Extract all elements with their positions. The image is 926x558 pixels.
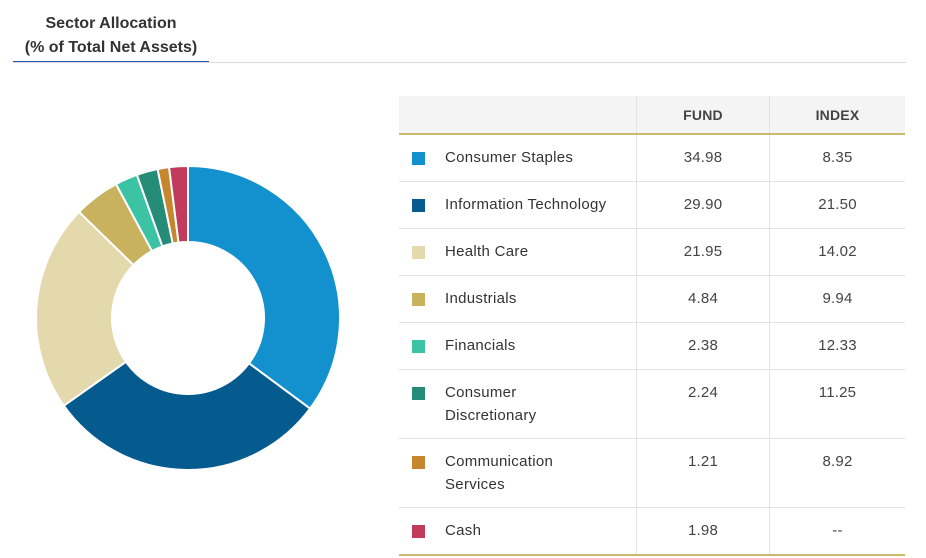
table-row: Industrials 4.84 9.94 bbox=[399, 276, 905, 323]
index-value: 8.35 bbox=[822, 149, 853, 166]
table-row: Consumer Staples 34.98 8.35 bbox=[399, 135, 905, 182]
fund-value: 1.21 bbox=[637, 439, 770, 507]
sector-label: Information Technology bbox=[445, 196, 607, 213]
sector-cell: Information Technology bbox=[399, 182, 637, 228]
table-header: FUND INDEX bbox=[399, 96, 905, 135]
sector-cell: Consumer Staples bbox=[399, 135, 637, 181]
sector-allocation-table: FUND INDEX Consumer Staples 34.98 8.35 Info… bbox=[399, 96, 905, 556]
sector-cell: Financials bbox=[399, 323, 637, 369]
sector-cell: Health Care bbox=[399, 229, 637, 275]
legend-swatch bbox=[412, 199, 425, 212]
sector-cell: Consumer Discretionary bbox=[399, 370, 637, 438]
table-row: Financials 2.38 12.33 bbox=[399, 323, 905, 370]
index-value: 14.02 bbox=[818, 243, 857, 260]
sector-label: Health Care bbox=[445, 243, 529, 260]
chart-title: Sector Allocation (% of Total Net Assets… bbox=[13, 12, 209, 63]
donut-slice-health-care bbox=[35, 210, 135, 408]
fund-value: 4.84 bbox=[637, 276, 770, 322]
sector-cell: Industrials bbox=[399, 276, 637, 322]
table-row: Communication Services 1.21 8.92 bbox=[399, 439, 905, 508]
sector-label: Industrials bbox=[445, 290, 517, 307]
sector-label: Cash bbox=[445, 522, 482, 539]
table-row: Information Technology 29.90 21.50 bbox=[399, 182, 905, 229]
legend-swatch bbox=[412, 525, 425, 538]
index-value: -- bbox=[832, 522, 843, 539]
sector-label: Consumer Discretionary bbox=[445, 384, 537, 424]
index-column-header: INDEX bbox=[815, 106, 860, 123]
sector-label: Communication Services bbox=[445, 453, 554, 493]
fund-column-header: FUND bbox=[637, 96, 770, 133]
fund-value: 21.95 bbox=[637, 229, 770, 275]
sector-label: Consumer Staples bbox=[445, 149, 574, 166]
table-row: Cash 1.98 -- bbox=[399, 508, 905, 556]
table-row: Consumer Discretionary 2.24 11.25 bbox=[399, 370, 905, 439]
sector-column-header bbox=[399, 96, 637, 133]
legend-swatch bbox=[412, 387, 425, 400]
sector-cell: Communication Services bbox=[399, 439, 637, 507]
chart-title-line-1: Sector Allocation bbox=[45, 15, 177, 32]
legend-swatch bbox=[412, 340, 425, 353]
legend-swatch bbox=[412, 152, 425, 165]
legend-swatch bbox=[412, 456, 425, 469]
index-value: 11.25 bbox=[818, 384, 857, 401]
sector-cell: Cash bbox=[399, 508, 637, 554]
table-row: Health Care 21.95 14.02 bbox=[399, 229, 905, 276]
header-divider bbox=[13, 62, 906, 63]
index-value: 12.33 bbox=[818, 337, 857, 354]
fund-value: 1.98 bbox=[637, 508, 770, 554]
sector-donut-chart bbox=[35, 164, 341, 471]
chart-title-line-2: (% of Total Net Assets) bbox=[24, 39, 198, 56]
legend-swatch bbox=[412, 293, 425, 306]
index-value: 9.94 bbox=[822, 290, 853, 307]
fund-value: 2.38 bbox=[637, 323, 770, 369]
fund-value: 34.98 bbox=[637, 135, 770, 181]
donut-slice-consumer-staples bbox=[187, 164, 341, 410]
table-body: Consumer Staples 34.98 8.35 Information Tec… bbox=[399, 135, 905, 556]
sector-label: Financials bbox=[445, 337, 516, 354]
fund-value: 2.24 bbox=[637, 370, 770, 438]
index-value: 8.92 bbox=[822, 453, 853, 470]
index-value: 21.50 bbox=[818, 196, 857, 213]
donut-slice-cash bbox=[167, 164, 189, 244]
legend-swatch bbox=[412, 246, 425, 259]
donut-slice-information-technology bbox=[62, 360, 312, 471]
fund-value: 29.90 bbox=[637, 182, 770, 228]
